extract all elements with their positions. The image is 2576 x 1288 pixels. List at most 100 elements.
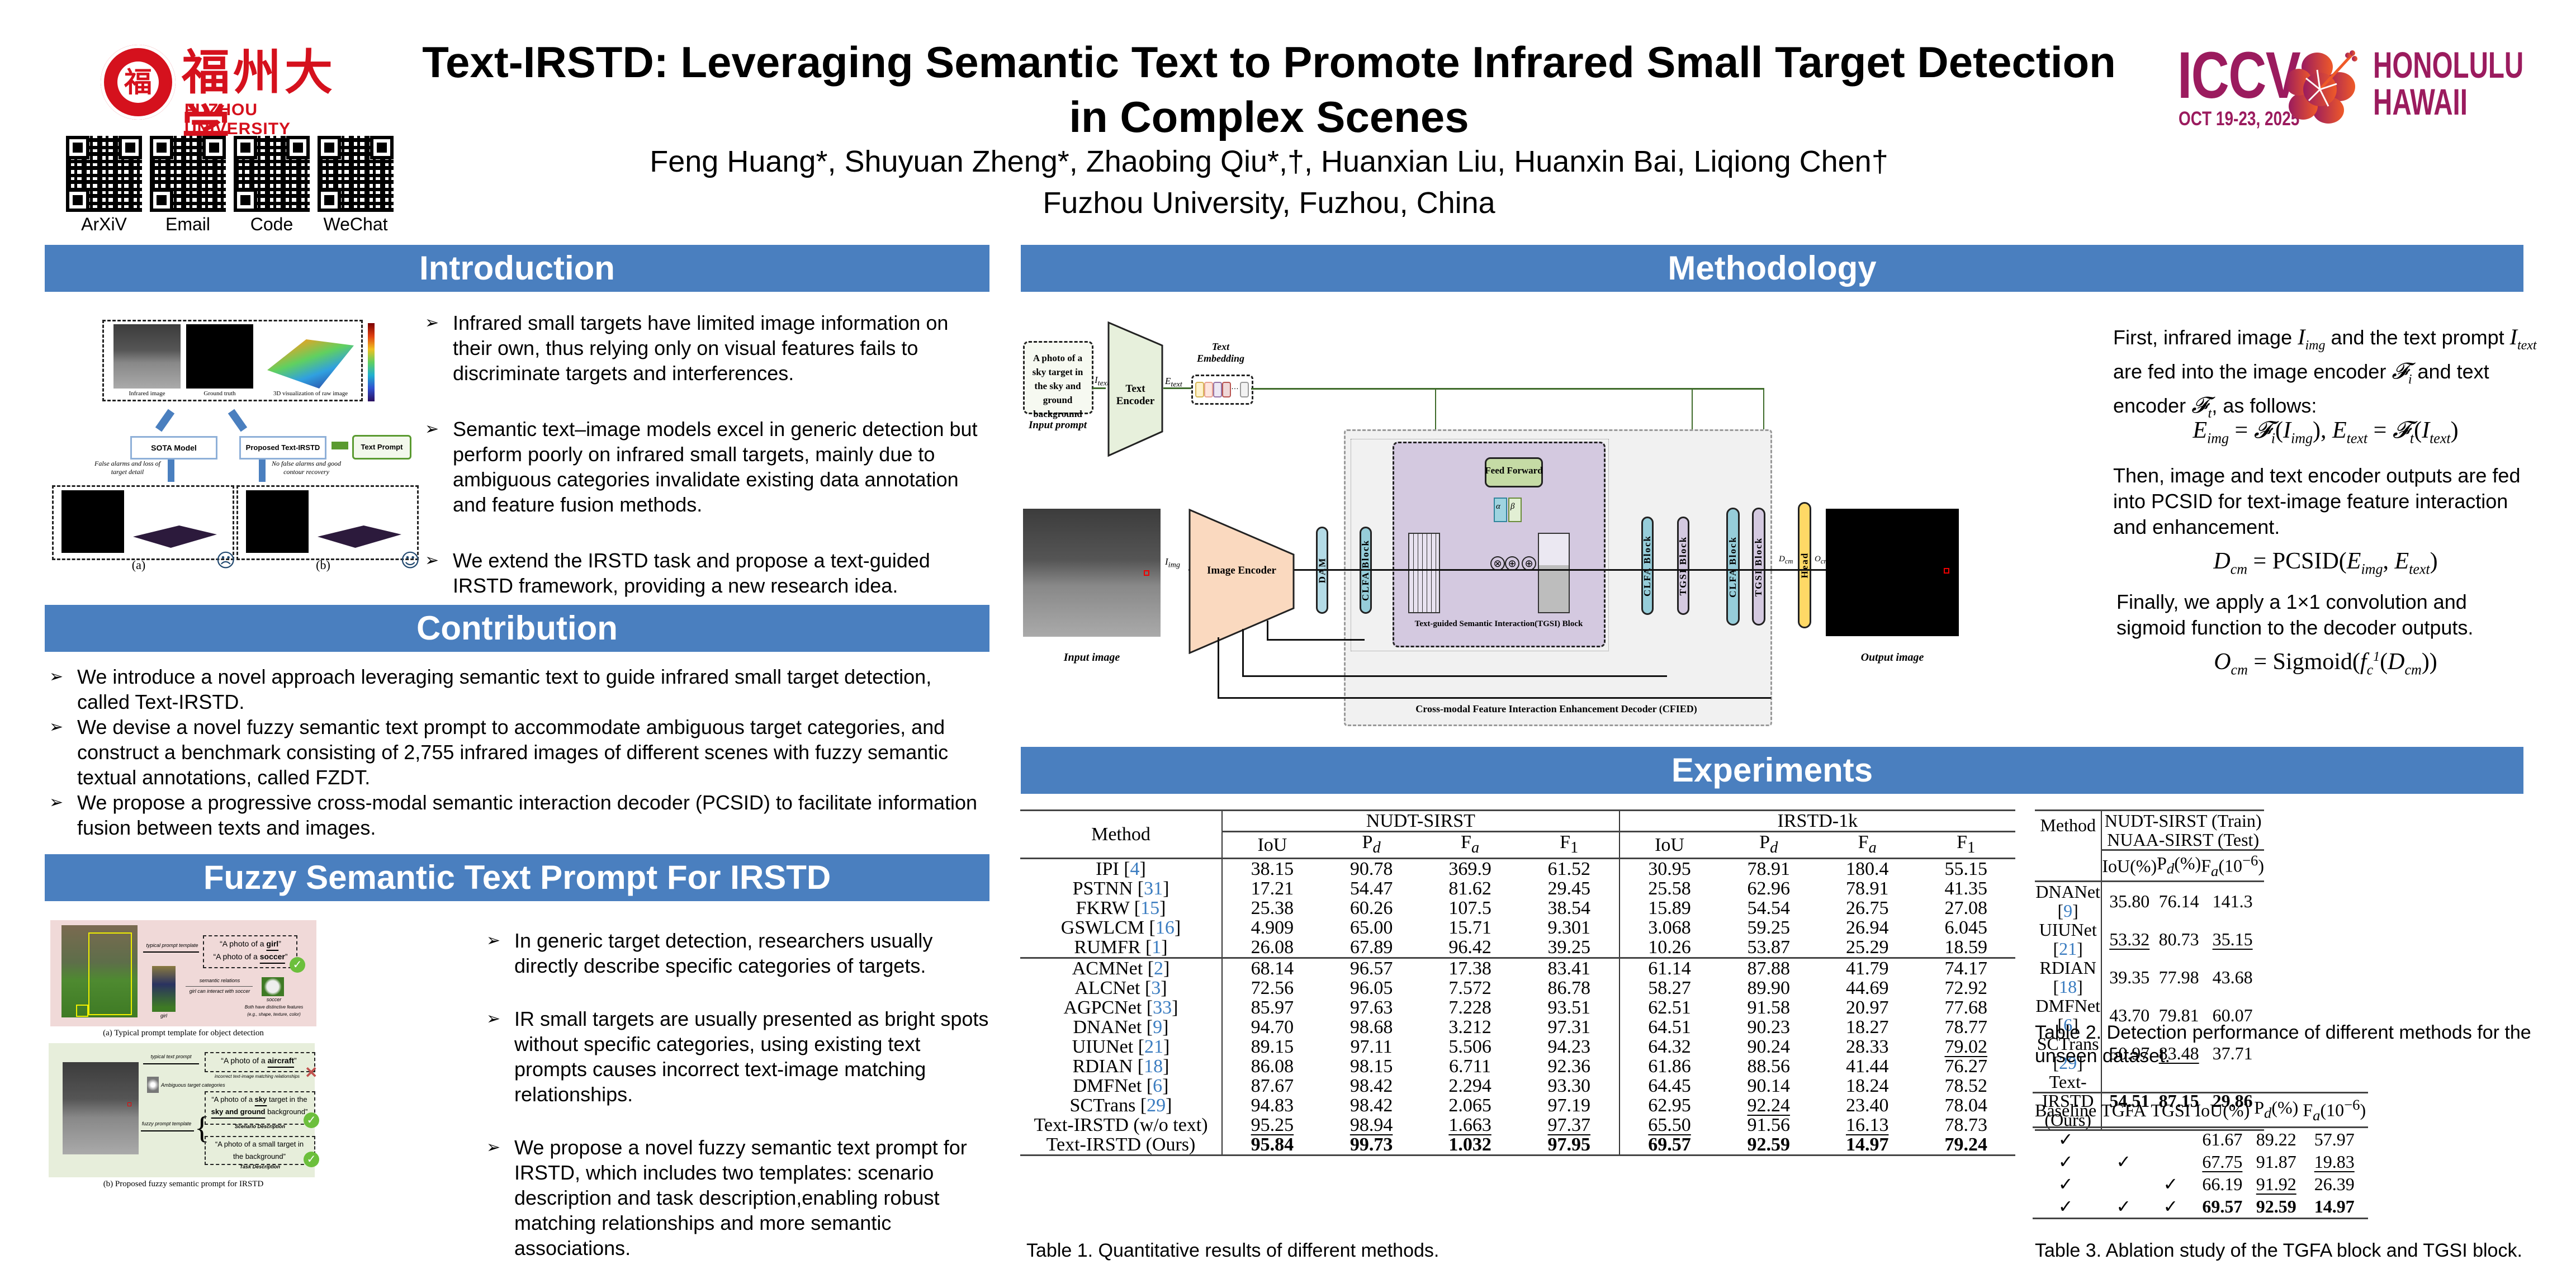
qr-code-wechat[interactable]: WeChat	[318, 136, 394, 235]
clfa-block-3: CLFA Block	[1726, 508, 1740, 626]
table-cell: 97.11	[1350, 1036, 1393, 1057]
qr-code-icon[interactable]	[66, 136, 142, 212]
citation-link[interactable]: 18	[2059, 977, 2077, 997]
equation-1: Eimg = 𝓕i(Iimg), Etext = 𝓕t(Itext)	[2193, 418, 2459, 447]
table-cell: 91.58	[1747, 997, 1790, 1018]
table-cell: 78.73	[1944, 1114, 1987, 1135]
table-row: RDIAN [18] 39.35 77.98 43.68	[2035, 958, 2264, 997]
contribution-bullets: We introduce a novel approach leveraging…	[49, 664, 988, 840]
table-cell: 98.42	[1349, 1075, 1393, 1096]
table-cell: 91.87	[2256, 1152, 2296, 1172]
table-cell: 72.56	[1221, 978, 1322, 998]
citation-link[interactable]: 2	[1154, 958, 1164, 979]
table-cell: 68.14	[1221, 958, 1322, 978]
table-cell: 29.45	[1547, 878, 1590, 899]
table-cell: 95.84	[1221, 1134, 1322, 1156]
target-marker	[1144, 570, 1149, 576]
arrow-right-icon	[1163, 387, 1191, 389]
table-row: ACMNet [2] 68.14 96.57 17.38 83.41 61.14 87.88…	[1020, 958, 2015, 978]
qr-code-icon[interactable]	[150, 136, 226, 212]
table-row: ✓ ✓ ✓ 69.57 92.59 14.97	[2033, 1195, 2368, 1219]
table-cell: 97.31	[1547, 1016, 1590, 1038]
method-name: FKRW [15]	[1076, 897, 1166, 918]
table-cell: 69.57	[2202, 1196, 2243, 1217]
girl-crop-image	[152, 966, 176, 1012]
table-cell: 26.75	[1845, 897, 1889, 918]
table-cell: 54.54	[1747, 897, 1790, 918]
table-cell: 66.19	[2202, 1174, 2243, 1195]
citation-link[interactable]: 6	[2063, 1015, 2073, 1035]
introduction-figure: Infrared image Ground truth 3D visualiza…	[44, 313, 424, 572]
table-row: PSTNN [31] 17.21 54.47 81.62 29.45 25.58 62.96…	[1020, 878, 2015, 899]
table-cell: 2.065	[1448, 1095, 1491, 1116]
citation-link[interactable]: 31	[1144, 878, 1163, 899]
column-header-f1: F1	[1560, 832, 1579, 856]
table-cell: 39.35	[2101, 958, 2157, 997]
citation-link[interactable]: 29	[1147, 1095, 1166, 1116]
table-cell: 96.05	[1349, 977, 1393, 998]
qr-code-icon[interactable]	[234, 136, 310, 212]
table-cell: 97.37	[1547, 1114, 1590, 1135]
check-icon-cell: ✓	[2058, 1129, 2073, 1150]
embedding-token	[1222, 382, 1231, 397]
arrow-right-icon	[143, 1063, 199, 1064]
citation-link[interactable]: 9	[2063, 901, 2073, 921]
citation-link[interactable]: 3	[1151, 977, 1161, 998]
bullet-item: We introduce a novel approach leveraging…	[49, 664, 988, 714]
table-cell: 3.212	[1448, 1016, 1491, 1038]
input-image	[1023, 509, 1161, 637]
scenario-prompt-box	[205, 1091, 315, 1125]
citation-link[interactable]: 1	[1152, 936, 1162, 958]
qr-finder-pattern	[66, 188, 89, 212]
image-encoder-shape	[1188, 509, 1295, 654]
table-cell: 17.21	[1221, 878, 1322, 898]
citation-link[interactable]: 18	[1144, 1055, 1163, 1077]
method-name: SCTrans [29]	[2037, 1034, 2099, 1073]
table-cell: 4.909	[1221, 917, 1322, 937]
citation-link[interactable]: 29	[2059, 1053, 2077, 1073]
citation-link[interactable]: 4	[1130, 858, 1140, 879]
citation-link[interactable]: 33	[1153, 997, 1172, 1018]
citation-link[interactable]: 16	[1155, 917, 1175, 938]
table-cell: 180.4	[1845, 858, 1889, 879]
table-cell: 98.15	[1349, 1055, 1393, 1077]
table-cell: 369.9	[1448, 858, 1491, 879]
arrow-right-icon	[141, 1130, 194, 1131]
citation-link[interactable]: 21	[1144, 1036, 1164, 1057]
check-icon-cell: ✓	[2058, 1174, 2073, 1195]
table-cell: 19.83	[2314, 1152, 2355, 1172]
column-header: TGSI	[2151, 1100, 2191, 1120]
table-cell: 58.27	[1618, 978, 1720, 998]
qr-code-code[interactable]: Code	[234, 136, 310, 235]
table-cell: 43.68	[2212, 967, 2253, 988]
citation-link[interactable]: 9	[1153, 1016, 1163, 1038]
table-cell: 43.70	[2101, 996, 2157, 1035]
table-cell: 94.83	[1221, 1095, 1322, 1115]
table-row: ✓ 61.67 89.22 57.97	[2033, 1128, 2368, 1151]
proposed-model-box: Proposed Text-IRSTD	[239, 436, 326, 460]
qr-code-icon[interactable]	[318, 136, 394, 212]
method-name: Text-IRSTD (w/o text)	[1034, 1114, 1208, 1135]
method-name: UIUNet [21]	[1072, 1036, 1170, 1057]
citation-link[interactable]: 6	[1153, 1075, 1163, 1096]
citation-link[interactable]: 21	[2059, 939, 2077, 959]
qr-label: Code	[250, 214, 293, 234]
table-cell: 93.30	[1547, 1075, 1590, 1096]
citation-link[interactable]: 15	[1140, 897, 1160, 918]
table-cell: 67.89	[1349, 936, 1393, 958]
method-paragraph-1: First, infrared image Iimg and the text …	[2113, 324, 2537, 421]
table-1-quantitative-results: Method NUDT-SIRST IRSTD-1k IoU Pd Fa F1 IoU P…	[1020, 809, 2015, 1156]
table-cell: 59.25	[1747, 917, 1790, 938]
qr-code-email[interactable]: Email	[150, 136, 226, 235]
qr-code-arxiv[interactable]: ArXiV	[66, 136, 142, 235]
proposed-output-image	[246, 490, 309, 553]
fuzzy-prompt-bullets: In generic target detection, researchers…	[486, 928, 989, 1261]
method-name: DNANet [9]	[1073, 1016, 1169, 1038]
iccv-logo: ICCV OCT 19-23, 2025 HONOLULU HAWAII	[2177, 39, 2524, 130]
table-cell: 94.23	[1547, 1036, 1590, 1057]
table-cell: 93.51	[1547, 997, 1590, 1018]
table-cell: 38.54	[1547, 897, 1590, 918]
method-name: RDIAN [18]	[2039, 958, 2096, 997]
table-cell: 89.22	[2256, 1129, 2296, 1150]
tgsi-block-2: TGSI Block	[1677, 517, 1689, 615]
